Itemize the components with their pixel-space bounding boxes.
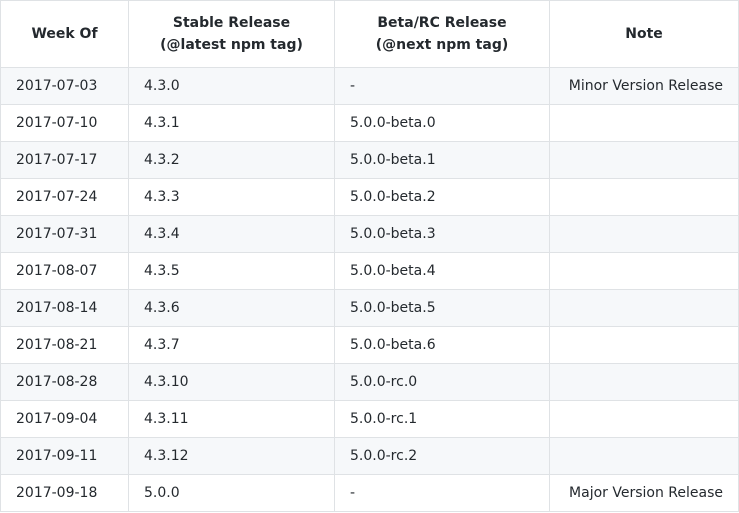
beta-rc-release-cell: 5.0.0-rc.2 [334, 437, 550, 475]
note-cell: Major Version Release [549, 474, 739, 512]
note-cell [549, 104, 739, 142]
header-week-of-label: Week Of [31, 26, 98, 42]
beta-rc-release-cell: - [334, 474, 550, 512]
week-of-cell: 2017-07-24 [0, 178, 129, 216]
table-row: 2017-09-18 5.0.0 - Major Version Release [0, 474, 739, 512]
stable-release-cell: 4.3.11 [128, 400, 335, 438]
note-cell [549, 363, 739, 401]
week-of-cell: 2017-09-18 [0, 474, 129, 512]
note-cell [549, 326, 739, 364]
note-cell [549, 215, 739, 253]
header-note-label: Note [625, 26, 663, 42]
beta-rc-release-cell: 5.0.0-beta.6 [334, 326, 550, 364]
header-beta-rc-release: Beta/RC Release (@next npm tag) [334, 0, 550, 68]
note-cell [549, 437, 739, 475]
week-of-cell: 2017-08-14 [0, 289, 129, 327]
table-header: Week Of Stable Release (@latest npm tag)… [0, 0, 739, 68]
table-body: 2017-07-03 4.3.0 - Minor Version Release… [0, 67, 739, 512]
note-cell [549, 252, 739, 290]
stable-release-cell: 4.3.0 [128, 67, 335, 105]
beta-rc-release-cell: 5.0.0-beta.2 [334, 178, 550, 216]
table-row: 2017-07-03 4.3.0 - Minor Version Release [0, 67, 739, 105]
header-stable-release-tag: (@latest npm tag) [160, 37, 303, 53]
beta-rc-release-cell: 5.0.0-beta.0 [334, 104, 550, 142]
header-beta-rc-release-label: Beta/RC Release [377, 15, 507, 31]
stable-release-cell: 4.3.5 [128, 252, 335, 290]
beta-rc-release-cell: 5.0.0-beta.5 [334, 289, 550, 327]
week-of-cell: 2017-09-11 [0, 437, 129, 475]
table-row: 2017-07-17 4.3.2 5.0.0-beta.1 [0, 141, 739, 179]
stable-release-cell: 4.3.12 [128, 437, 335, 475]
week-of-cell: 2017-07-31 [0, 215, 129, 253]
header-stable-release: Stable Release (@latest npm tag) [128, 0, 335, 68]
table-row: 2017-07-24 4.3.3 5.0.0-beta.2 [0, 178, 739, 216]
header-beta-rc-release-tag: (@next npm tag) [375, 37, 509, 53]
stable-release-cell: 4.3.1 [128, 104, 335, 142]
table-row: 2017-08-28 4.3.10 5.0.0-rc.0 [0, 363, 739, 401]
table-row: 2017-08-21 4.3.7 5.0.0-beta.6 [0, 326, 739, 364]
note-cell [549, 178, 739, 216]
table-row: 2017-08-07 4.3.5 5.0.0-beta.4 [0, 252, 739, 290]
beta-rc-release-cell: 5.0.0-rc.1 [334, 400, 550, 438]
table-row: 2017-07-10 4.3.1 5.0.0-beta.0 [0, 104, 739, 142]
stable-release-cell: 5.0.0 [128, 474, 335, 512]
week-of-cell: 2017-09-04 [0, 400, 129, 438]
stable-release-cell: 4.3.7 [128, 326, 335, 364]
week-of-cell: 2017-08-21 [0, 326, 129, 364]
note-cell [549, 141, 739, 179]
stable-release-cell: 4.3.3 [128, 178, 335, 216]
header-row: Week Of Stable Release (@latest npm tag)… [0, 0, 739, 68]
week-of-cell: 2017-08-07 [0, 252, 129, 290]
table-row: 2017-08-14 4.3.6 5.0.0-beta.5 [0, 289, 739, 327]
week-of-cell: 2017-08-28 [0, 363, 129, 401]
note-cell: Minor Version Release [549, 67, 739, 105]
beta-rc-release-cell: - [334, 67, 550, 105]
stable-release-cell: 4.3.6 [128, 289, 335, 327]
header-stable-release-label: Stable Release [172, 15, 291, 31]
beta-rc-release-cell: 5.0.0-beta.4 [334, 252, 550, 290]
week-of-cell: 2017-07-03 [0, 67, 129, 105]
note-cell [549, 289, 739, 327]
header-week-of: Week Of [0, 0, 129, 68]
week-of-cell: 2017-07-17 [0, 141, 129, 179]
table-row: 2017-09-11 4.3.12 5.0.0-rc.2 [0, 437, 739, 475]
stable-release-cell: 4.3.4 [128, 215, 335, 253]
stable-release-cell: 4.3.10 [128, 363, 335, 401]
beta-rc-release-cell: 5.0.0-rc.0 [334, 363, 550, 401]
table-row: 2017-09-04 4.3.11 5.0.0-rc.1 [0, 400, 739, 438]
beta-rc-release-cell: 5.0.0-beta.3 [334, 215, 550, 253]
header-note: Note [549, 0, 739, 68]
beta-rc-release-cell: 5.0.0-beta.1 [334, 141, 550, 179]
table-row: 2017-07-31 4.3.4 5.0.0-beta.3 [0, 215, 739, 253]
week-of-cell: 2017-07-10 [0, 104, 129, 142]
stable-release-cell: 4.3.2 [128, 141, 335, 179]
note-cell [549, 400, 739, 438]
